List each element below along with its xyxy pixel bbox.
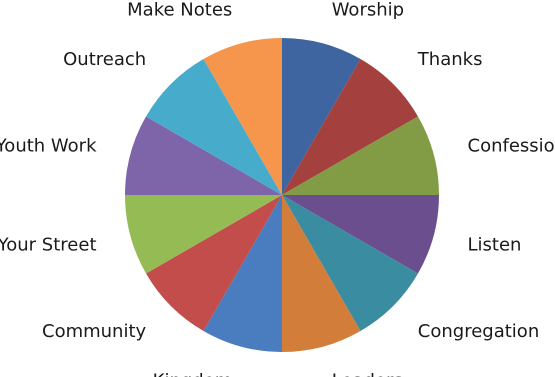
pie-slice-congregation (282, 195, 418, 331)
pie-slice-kingdom (203, 195, 282, 352)
pie-label-make-notes: Make Notes (127, 0, 232, 21)
pie-slice-your-street (125, 195, 282, 274)
pie-label-community: Community (42, 321, 147, 342)
pie-slice-youth-work (125, 116, 282, 195)
pie-slice-make-notes (203, 38, 282, 195)
pie-label-outreach: Outreach (63, 49, 146, 70)
pie-label-thanks: Thanks (417, 49, 483, 70)
pie-label-leaders: Leaders (332, 371, 403, 377)
pie-label-youth-work: Youth Work (0, 135, 97, 156)
pie-slice-worship (282, 38, 361, 195)
pie-slice-outreach (146, 59, 282, 195)
pie-label-your-street: Your Street (0, 235, 97, 256)
pie-slices (125, 38, 439, 352)
pie-label-congregation: Congregation (418, 321, 539, 342)
pie-label-worship: Worship (332, 0, 404, 21)
pie-label-confession: Confession (468, 135, 555, 156)
pie-label-kingdom: Kingdom (153, 371, 233, 377)
pie-slice-community (146, 195, 282, 331)
pie-slice-leaders (282, 195, 361, 352)
pie-slice-thanks (282, 59, 418, 195)
pie-slice-confession (282, 116, 439, 195)
pie-label-listen: Listen (468, 235, 522, 256)
pie-slice-listen (282, 195, 439, 274)
